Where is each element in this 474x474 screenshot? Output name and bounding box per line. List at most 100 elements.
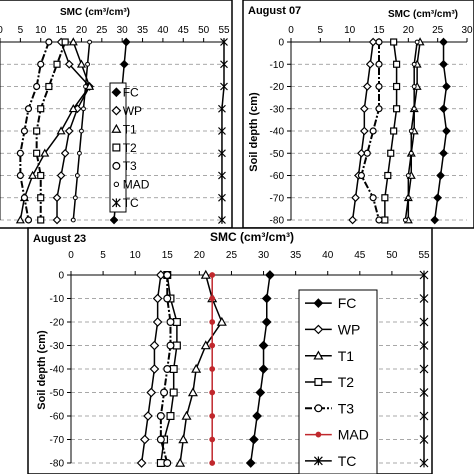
data-point-t2 — [37, 216, 45, 224]
data-point-fc — [121, 37, 131, 47]
legend-marker-t1 — [313, 350, 324, 360]
x-tick-label: 25 — [432, 25, 444, 36]
data-point-fc — [442, 82, 451, 91]
data-point-t3 — [16, 149, 24, 157]
data-point-t1 — [175, 457, 186, 467]
data-point-wp — [359, 126, 369, 136]
x-axis-label: SMC (cm³/cm³) — [388, 9, 458, 20]
legend-label-t3: T3 — [338, 400, 355, 416]
x-tick-label: 0 — [68, 250, 74, 261]
data-point-t1 — [187, 387, 198, 397]
data-point-wp — [60, 148, 70, 158]
data-point-t3 — [369, 194, 377, 202]
data-point-fc — [439, 37, 448, 47]
data-point-fc — [265, 270, 275, 280]
legend: FC WP T1 T2 T3 MAD TC — [298, 289, 378, 474]
data-point-t3 — [24, 216, 33, 224]
data-point-mad — [209, 436, 216, 443]
x-tick-label: 5 — [18, 25, 24, 36]
data-point-t2 — [37, 105, 45, 113]
data-point-t2 — [390, 38, 398, 46]
data-point-mad — [209, 295, 216, 302]
data-point-t2 — [172, 318, 181, 327]
x-tick-label: 55 — [418, 250, 430, 261]
data-point-wp — [152, 317, 163, 327]
data-point-t3 — [163, 459, 172, 468]
data-point-t2 — [61, 38, 69, 46]
data-point-t2 — [169, 365, 178, 374]
data-point-fc — [258, 340, 269, 351]
legend-label-t1: T1 — [123, 122, 137, 136]
panel-title: August 23 — [33, 233, 86, 245]
data-point-wp — [357, 148, 366, 158]
data-point-t2 — [169, 388, 178, 397]
data-point-t1 — [68, 37, 78, 46]
data-point-mad — [405, 195, 411, 201]
x-tick-label: 50 — [198, 25, 210, 36]
x-tick-label: 15 — [162, 250, 174, 261]
data-point-mad — [402, 217, 408, 223]
data-point-wp — [359, 104, 369, 114]
legend-marker-fc — [111, 87, 122, 98]
data-point-t2 — [384, 171, 392, 180]
series-t2 — [33, 38, 69, 224]
data-point-t2 — [33, 149, 41, 157]
data-point-wp — [348, 215, 357, 225]
data-point-t2 — [393, 60, 401, 68]
y-tick-label: 0 — [278, 38, 284, 49]
y-tick-label: 0 — [58, 271, 64, 282]
data-point-t2 — [156, 459, 165, 468]
legend-label-t2: T2 — [123, 141, 137, 155]
data-point-tc — [419, 341, 429, 350]
series-wp — [136, 270, 166, 468]
data-point-t2 — [37, 171, 45, 180]
legend-marker-t2 — [112, 143, 121, 152]
x-tick-label: 10 — [35, 25, 47, 36]
data-point-fc — [255, 387, 266, 398]
data-point-fc — [442, 126, 451, 136]
legend-label-tc: TC — [123, 196, 139, 210]
data-point-t3 — [375, 38, 383, 46]
data-point-t2 — [53, 60, 61, 68]
legend-marker-wp — [111, 105, 122, 116]
y-tick-label: -70 — [270, 193, 285, 204]
data-point-t3 — [375, 60, 383, 68]
x-tick-label: 20 — [194, 250, 206, 261]
x-tick-label: 30 — [258, 250, 270, 261]
data-point-wp — [362, 82, 372, 91]
data-point-fc — [439, 148, 448, 158]
chart-bottom: 0 5 10 15 20 25 30 35 40 45 50 55 0 -10 -20 -30 -40 -50 -6… — [27, 227, 433, 474]
data-point-t3 — [163, 294, 172, 303]
y-tick-label: -80 — [270, 216, 285, 227]
data-point-wp — [139, 434, 150, 445]
x-tick-label: 45 — [178, 25, 190, 36]
data-point-mad — [411, 61, 417, 67]
data-point-t1 — [56, 126, 66, 135]
x-tick-label: 25 — [96, 25, 108, 36]
data-point-tc — [220, 38, 228, 46]
series-mad — [402, 39, 420, 223]
data-point-t3 — [357, 171, 365, 180]
series-mad — [70, 39, 93, 223]
data-point-mad — [209, 366, 216, 372]
legend-label-t3: T3 — [123, 159, 137, 173]
x-tick-label: 40 — [322, 250, 334, 261]
data-point-fc — [109, 215, 119, 225]
data-point-tc — [419, 317, 429, 327]
data-point-tc — [218, 104, 226, 113]
data-point-wp — [64, 59, 74, 69]
x-axis-label: SMC (cm³/cm³) — [60, 7, 130, 18]
x-tick-label: 30 — [117, 25, 129, 36]
data-point-tc — [419, 458, 429, 468]
y-tick-label: -10 — [270, 60, 285, 71]
legend-label-wp: WP — [123, 104, 142, 118]
y-tick-label: -50 — [50, 388, 65, 399]
x-axis-label: SMC (cm³/cm³) — [210, 230, 294, 244]
data-point-wp — [143, 411, 153, 421]
data-point-wp — [149, 340, 160, 351]
data-point-mad — [74, 173, 80, 178]
data-point-mad — [70, 217, 76, 223]
data-point-mad — [209, 460, 216, 466]
data-point-wp — [136, 458, 147, 468]
